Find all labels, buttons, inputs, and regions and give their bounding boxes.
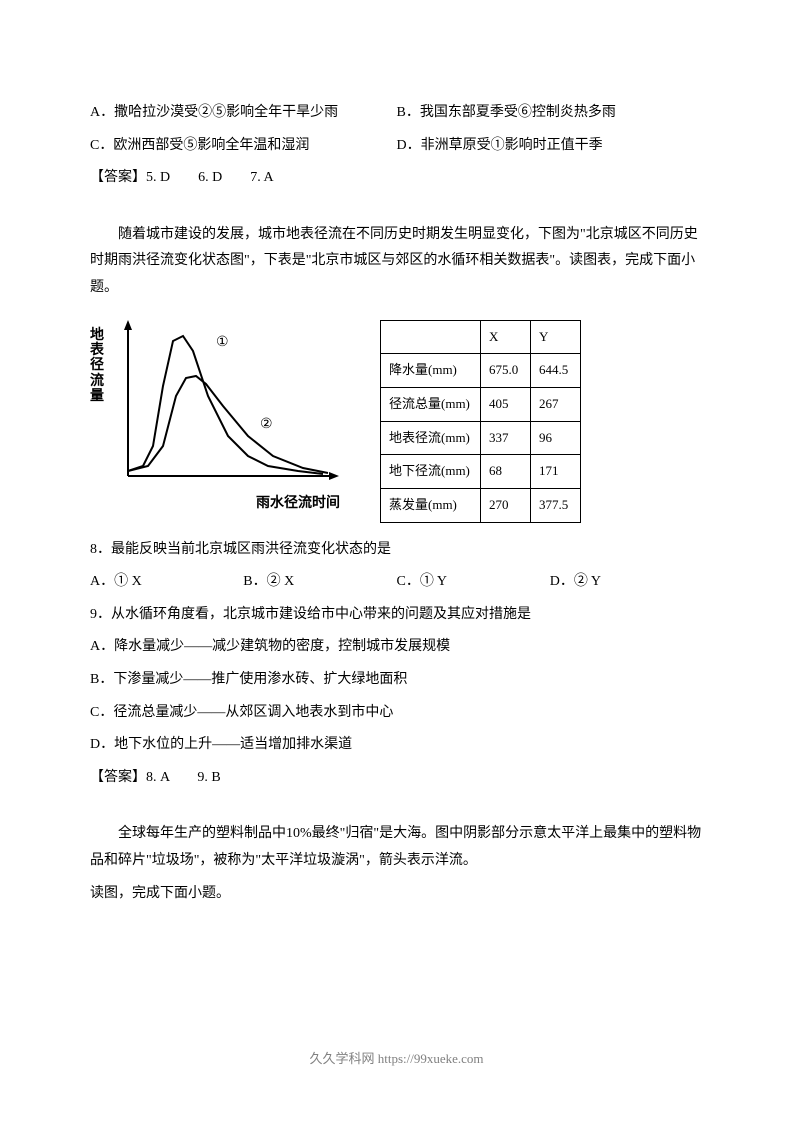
table-row: 蒸发量(mm) 270 377.5 xyxy=(381,489,581,523)
table-cell xyxy=(381,320,481,354)
table-row: X Y xyxy=(381,320,581,354)
table-cell: 270 xyxy=(481,489,531,523)
table-cell: 地下径流(mm) xyxy=(381,455,481,489)
data-table: X Y 降水量(mm) 675.0 644.5 径流总量(mm) 405 267… xyxy=(380,320,581,523)
intro-paragraph-2: 随着城市建设的发展，城市地表径流在不同历史时期发生明显变化，下图为"北京城区不同… xyxy=(90,222,703,302)
answer-2: 【答案】8. A 9. B xyxy=(90,765,703,792)
table-cell: 337 xyxy=(481,421,531,455)
q8-option-a: A．① X xyxy=(90,569,243,596)
table-cell: X xyxy=(481,320,531,354)
x-axis-label: 雨水径流时间 xyxy=(256,491,340,518)
table-cell: 径流总量(mm) xyxy=(381,387,481,421)
table-cell: 地表径流(mm) xyxy=(381,421,481,455)
q8-option-b: B．② X xyxy=(243,569,396,596)
y-axis-label: 地表径流量 xyxy=(90,328,106,405)
table-cell: 171 xyxy=(531,455,581,489)
curve-2-label: ② xyxy=(260,417,273,432)
table-cell: 267 xyxy=(531,387,581,421)
table-cell: 377.5 xyxy=(531,489,581,523)
option-d: D．非洲草原受①影响时正值干季 xyxy=(397,133,704,160)
intro-3-tail: 读图，完成下面小题。 xyxy=(90,881,703,908)
chart-svg: ① ② xyxy=(108,316,343,491)
q8-option-c: C．① Y xyxy=(397,569,550,596)
runoff-chart: 地表径流量 ① ② 雨水径流时间 xyxy=(90,316,350,516)
option-c: C．欧洲西部受⑤影响全年温和湿润 xyxy=(90,133,397,160)
table-row: 地表径流(mm) 337 96 xyxy=(381,421,581,455)
table-cell: 68 xyxy=(481,455,531,489)
intro-paragraph-3: 全球每年生产的塑料制品中10%最终"归宿"是大海。图中阴影部分示意太平洋上最集中… xyxy=(90,821,703,874)
option-a: A．撒哈拉沙漠受②⑤影响全年干旱少雨 xyxy=(90,100,397,127)
q9-option-b: B．下渗量减少——推广使用渗水砖、扩大绿地面积 xyxy=(90,667,703,694)
table-cell: Y xyxy=(531,320,581,354)
q9-option-a: A．降水量减少——减少建筑物的密度，控制城市发展规模 xyxy=(90,634,703,661)
figure-area: 地表径流量 ① ② 雨水径流时间 X Y 降水量(mm) 675.0 644.5 xyxy=(90,316,703,523)
curve-1-label: ① xyxy=(216,335,229,350)
table-cell: 96 xyxy=(531,421,581,455)
page-footer: 久久学科网 https://99xueke.com xyxy=(0,1047,793,1072)
table-row: 降水量(mm) 675.0 644.5 xyxy=(381,354,581,388)
q8-option-d: D．② Y xyxy=(550,569,703,596)
table-cell: 降水量(mm) xyxy=(381,354,481,388)
answer-1: 【答案】5. D 6. D 7. A xyxy=(90,165,703,192)
table-cell: 蒸发量(mm) xyxy=(381,489,481,523)
table-cell: 644.5 xyxy=(531,354,581,388)
q9-option-c: C．径流总量减少——从郊区调入地表水到市中心 xyxy=(90,700,703,727)
option-b: B．我国东部夏季受⑥控制炎热多雨 xyxy=(397,100,704,127)
table-cell: 675.0 xyxy=(481,354,531,388)
q9-option-d: D．地下水位的上升——适当增加排水渠道 xyxy=(90,732,703,759)
curve-2 xyxy=(128,376,328,473)
table-row: 径流总量(mm) 405 267 xyxy=(381,387,581,421)
table-cell: 405 xyxy=(481,387,531,421)
q9-stem: 9．从水循环角度看，北京城市建设给市中心带来的问题及其应对措施是 xyxy=(90,602,703,629)
table-row: 地下径流(mm) 68 171 xyxy=(381,455,581,489)
q8-stem: 8．最能反映当前北京城区雨洪径流变化状态的是 xyxy=(90,537,703,564)
